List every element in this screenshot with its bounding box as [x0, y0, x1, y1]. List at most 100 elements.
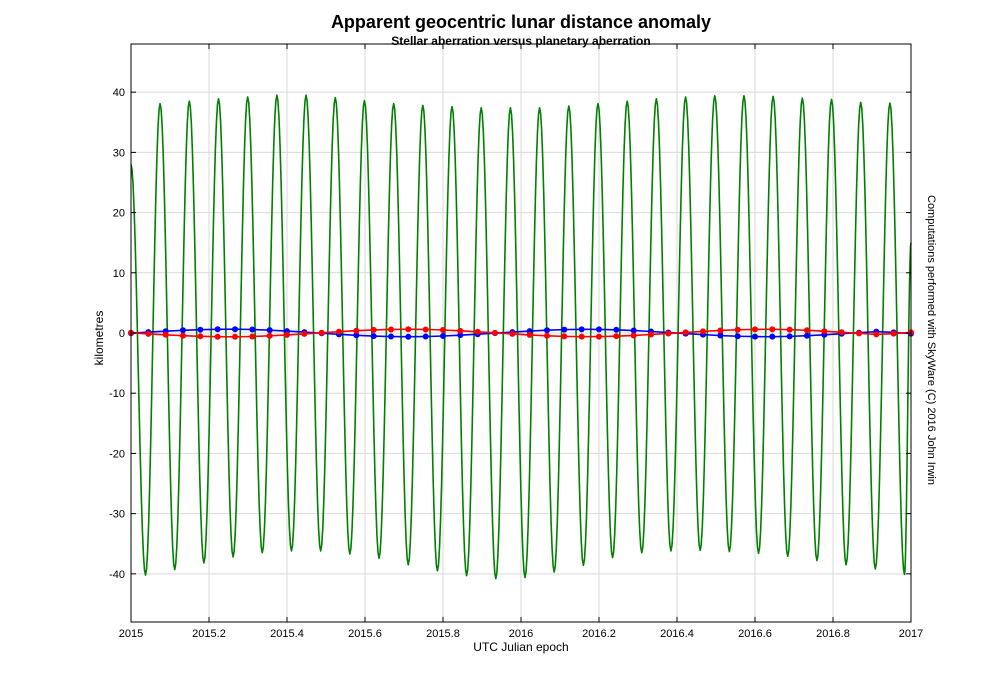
y-axis-label: kilometres	[92, 311, 106, 366]
data-point	[388, 326, 395, 333]
data-point	[630, 332, 637, 339]
x-tick-label: 2016.6	[738, 628, 772, 640]
data-point	[179, 327, 186, 334]
data-point	[335, 328, 342, 335]
data-point	[249, 333, 256, 340]
data-point	[803, 327, 810, 334]
data-point	[596, 333, 602, 340]
data-point	[803, 332, 810, 339]
x-tick-label: 2015	[119, 628, 143, 640]
x-tick-label: 2015.8	[426, 628, 460, 640]
software-credit-note: Computations performed with SkyWare (C) …	[925, 195, 937, 485]
data-point	[440, 333, 446, 340]
data-point	[786, 333, 793, 340]
y-tick-label: 30	[113, 147, 125, 159]
data-point	[284, 331, 290, 338]
data-point	[214, 326, 221, 333]
data-point	[370, 333, 377, 340]
data-point	[509, 330, 516, 337]
chart-title: Apparent geocentric lunar distance anoma…	[331, 12, 711, 32]
data-point	[474, 328, 481, 335]
data-point	[856, 330, 863, 337]
data-point	[145, 330, 152, 337]
data-point	[647, 331, 654, 338]
x-axis-label: UTC Julian epoch	[473, 640, 568, 654]
data-point	[162, 331, 169, 338]
data-point	[752, 333, 758, 340]
data-point	[821, 328, 828, 335]
x-tick-label: 2016.2	[582, 628, 616, 640]
data-point	[786, 326, 793, 333]
data-point	[232, 333, 239, 340]
data-point	[544, 332, 551, 339]
data-point	[214, 333, 221, 340]
x-tick-label: 2017	[899, 628, 923, 640]
data-point	[769, 333, 776, 340]
data-point	[734, 326, 741, 333]
data-point	[353, 327, 360, 334]
data-point	[578, 326, 585, 333]
data-point	[249, 326, 256, 333]
data-point	[301, 330, 308, 337]
data-point	[405, 333, 412, 340]
series-0	[130, 94, 912, 580]
data-point	[665, 330, 672, 337]
data-point	[769, 326, 776, 333]
data-point	[717, 332, 724, 339]
data-point	[596, 326, 602, 333]
data-point	[266, 327, 273, 334]
data-point	[491, 329, 498, 336]
data-point	[440, 326, 446, 333]
data-point	[613, 333, 620, 340]
data-point	[544, 327, 551, 334]
y-tick-label: 20	[113, 208, 125, 220]
data-point	[752, 326, 758, 333]
data-point	[370, 326, 377, 333]
data-point	[561, 326, 568, 333]
data-point	[179, 332, 186, 339]
y-tick-label: 10	[113, 268, 125, 280]
series-line	[130, 328, 912, 338]
data-point	[232, 326, 239, 333]
y-tick-label: 0	[119, 328, 125, 340]
data-point	[561, 333, 568, 340]
data-point	[890, 330, 897, 337]
y-tick-label: -30	[109, 509, 125, 521]
x-tick-label: 2016.4	[660, 628, 694, 640]
data-point	[873, 331, 880, 338]
data-point	[197, 326, 204, 333]
y-tick-label: -10	[109, 388, 125, 400]
axis-ticks: 2015 2015.2 2015.4 2015.6 2015.8 2016 2016.2 20…	[109, 44, 923, 640]
plot-area-frame	[130, 43, 912, 623]
data-point	[266, 332, 273, 339]
series-line	[130, 94, 912, 580]
x-tick-label: 2015.4	[270, 628, 304, 640]
data-point	[422, 326, 429, 333]
data-point	[682, 329, 689, 336]
data-point	[526, 331, 533, 338]
grid-lines	[130, 44, 912, 622]
data-point	[700, 328, 707, 335]
series-2	[128, 326, 914, 340]
data-point	[717, 327, 724, 334]
y-tick-label: 40	[113, 87, 125, 99]
data-point	[613, 326, 620, 333]
x-tick-label: 2016.8	[816, 628, 850, 640]
x-tick-label: 2015.2	[192, 628, 226, 640]
data-point	[457, 332, 464, 339]
data-point	[353, 332, 360, 339]
data-point	[578, 333, 585, 340]
x-tick-label: 2016	[509, 628, 533, 640]
data-point	[422, 333, 429, 340]
data-point	[457, 327, 464, 334]
x-tick-label: 2015.6	[348, 628, 382, 640]
y-tick-label: -20	[109, 448, 125, 460]
y-tick-label: -40	[109, 569, 125, 581]
data-point	[197, 333, 204, 340]
data-point	[405, 326, 412, 333]
data-point	[734, 333, 741, 340]
data-point	[318, 329, 325, 336]
data-point	[388, 333, 395, 340]
series-line	[130, 328, 912, 338]
